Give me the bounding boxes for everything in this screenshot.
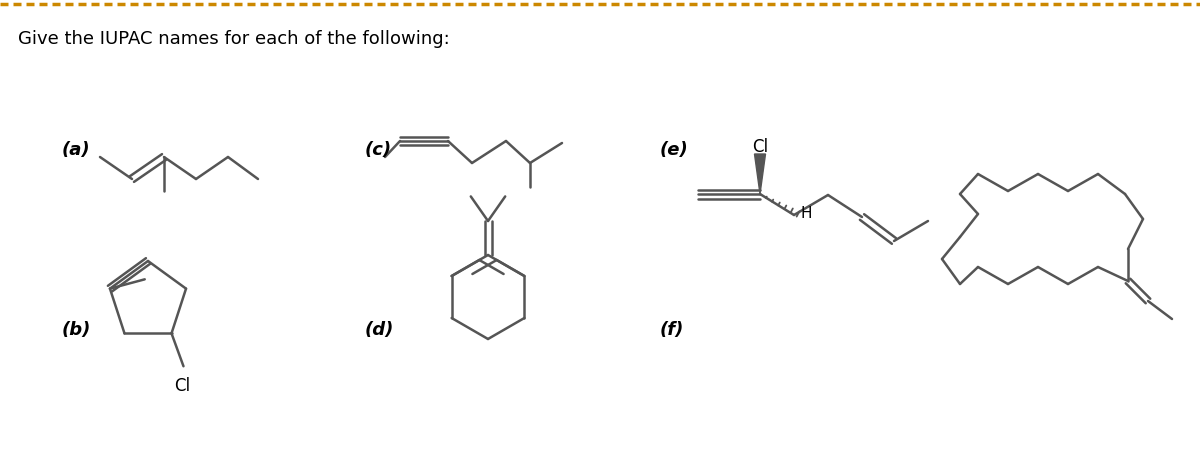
Text: Cl: Cl bbox=[752, 138, 768, 156]
Polygon shape bbox=[755, 155, 766, 195]
Text: (c): (c) bbox=[365, 141, 392, 159]
Text: H: H bbox=[800, 206, 811, 221]
Text: Give the IUPAC names for each of the following:: Give the IUPAC names for each of the fol… bbox=[18, 30, 450, 48]
Text: (a): (a) bbox=[62, 141, 91, 159]
Text: (d): (d) bbox=[365, 320, 395, 338]
Text: (f): (f) bbox=[660, 320, 684, 338]
Text: Cl: Cl bbox=[174, 376, 191, 394]
Text: (b): (b) bbox=[62, 320, 91, 338]
Text: (e): (e) bbox=[660, 141, 689, 159]
